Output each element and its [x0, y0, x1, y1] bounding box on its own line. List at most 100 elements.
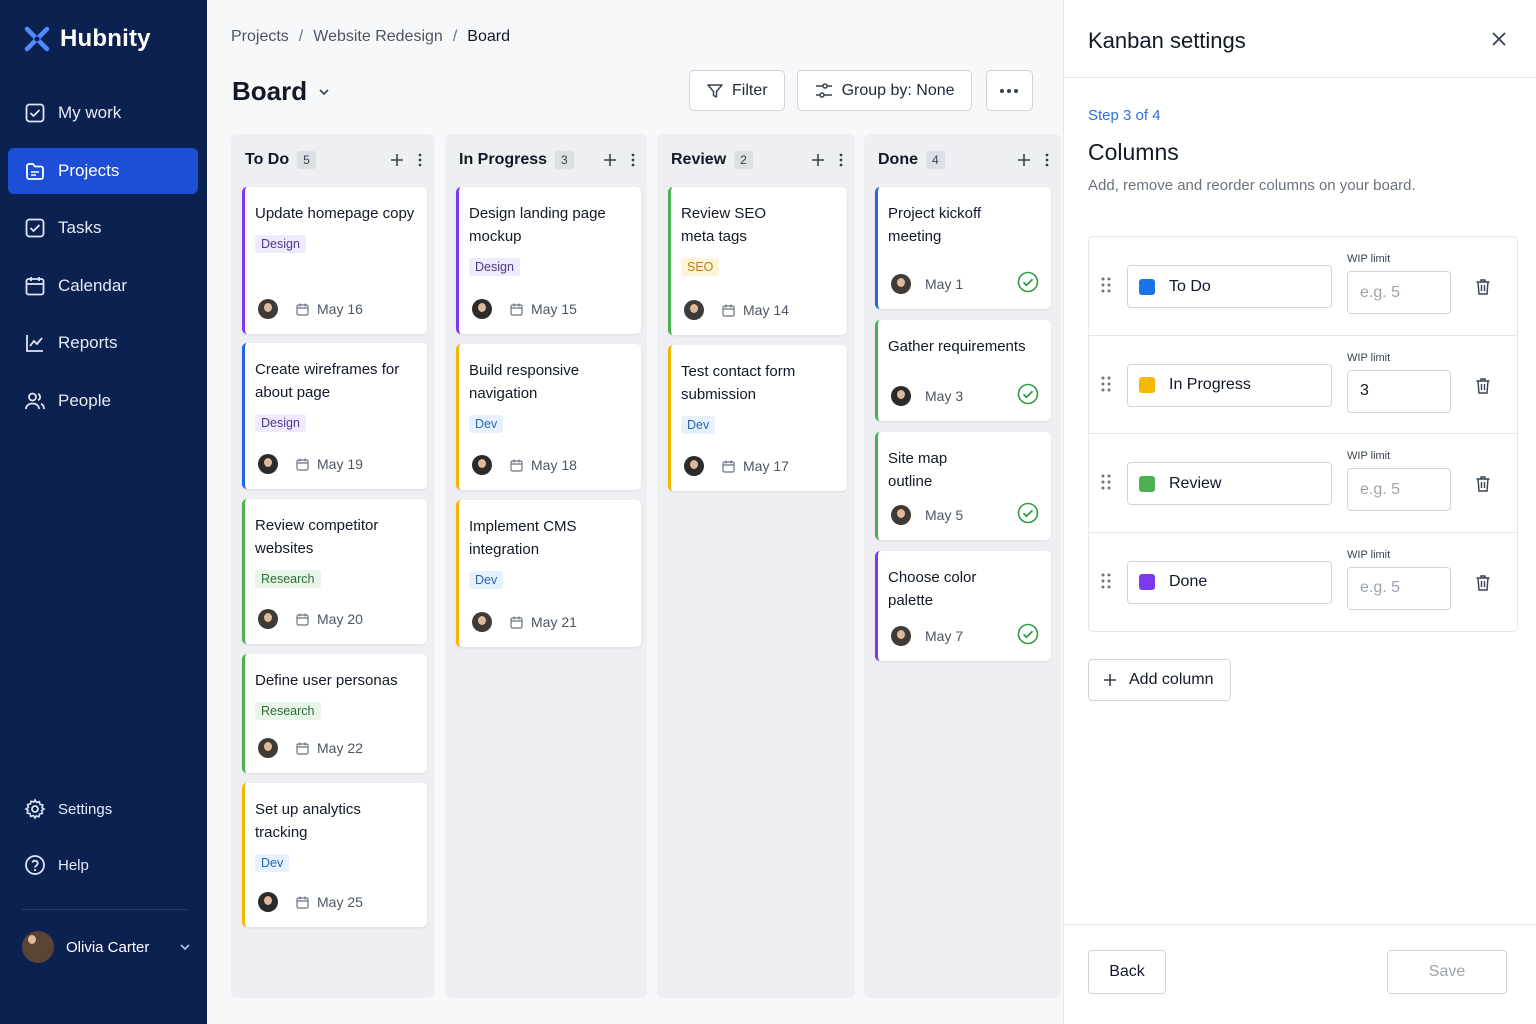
task-card[interactable]: Design landing page mockup Design May 15	[456, 187, 641, 334]
sidebar-item-label: Reports	[58, 333, 118, 352]
wip-limit-label: WIP limit	[1347, 450, 1391, 462]
chart-line-icon	[26, 335, 43, 352]
card-due-date: May 15	[531, 301, 577, 317]
plus-icon[interactable]	[811, 153, 825, 167]
trash-icon[interactable]	[1475, 278, 1491, 295]
filter-label: Filter	[732, 81, 768, 99]
drag-handle-icon[interactable]	[1101, 376, 1111, 392]
card-meta: May 16	[258, 299, 363, 319]
brand[interactable]: Hubnity	[22, 24, 151, 54]
page-title: Board	[232, 76, 308, 106]
column-color-swatch[interactable]	[1139, 574, 1155, 590]
sidebar-item-help[interactable]: Help	[8, 842, 198, 888]
column-color-swatch[interactable]	[1139, 377, 1155, 393]
card-due-date: May 21	[531, 614, 577, 630]
task-card[interactable]: Test contact form submission Dev May 17	[668, 345, 847, 491]
task-card[interactable]: Choose color palette May 7	[875, 551, 1051, 661]
sidebar-item-tasks[interactable]: Tasks	[8, 205, 198, 251]
plus-icon[interactable]	[1017, 153, 1031, 167]
more-vertical-icon[interactable]	[631, 153, 635, 167]
task-card[interactable]: Set up analytics tracking Dev May 25	[242, 783, 427, 927]
wip-limit-input[interactable]	[1347, 468, 1451, 511]
plus-icon[interactable]	[603, 153, 617, 167]
board-column-todo: To Do 5 Update homepage copy Design May …	[231, 134, 434, 998]
more-horizontal-icon	[1000, 88, 1019, 93]
assignee-avatar	[258, 609, 278, 629]
more-vertical-icon[interactable]	[418, 153, 422, 167]
sidebar-item-settings[interactable]: Settings	[8, 786, 198, 832]
wip-limit-input[interactable]	[1347, 566, 1451, 610]
task-card[interactable]: Site map outline May 5	[875, 432, 1051, 540]
task-card[interactable]: Create wireframes for about page Design …	[242, 343, 427, 489]
back-button[interactable]: Back	[1088, 950, 1166, 994]
card-due-date: May 14	[743, 302, 789, 318]
drag-handle-icon[interactable]	[1101, 474, 1111, 490]
card-meta: May 17	[684, 456, 789, 476]
calendar-icon	[296, 458, 309, 471]
column-name-field[interactable]: In Progress	[1127, 363, 1332, 407]
wip-limit-input[interactable]	[1347, 369, 1451, 413]
card-title: Choose color palette	[888, 569, 977, 609]
column-name-field[interactable]: Review	[1127, 462, 1332, 505]
column-header: In Progress 3	[445, 134, 647, 186]
plus-icon[interactable]	[390, 153, 404, 167]
column-color-swatch[interactable]	[1139, 475, 1155, 492]
column-title: Done	[878, 151, 918, 168]
sidebar-item-people[interactable]: People	[8, 378, 198, 424]
check-circle-icon	[1017, 502, 1039, 524]
task-card[interactable]: Review SEO meta tags SEO May 14	[668, 187, 847, 335]
task-card[interactable]: Review competitor websites Research May …	[242, 499, 427, 644]
card-title: Design landing page mockup	[469, 205, 606, 245]
sidebar-item-label: Settings	[58, 800, 113, 818]
card-meta: May 19	[258, 454, 363, 474]
sidebar-item-calendar[interactable]: Calendar	[8, 263, 198, 309]
sidebar-item-label: Projects	[58, 160, 120, 180]
trash-icon[interactable]	[1475, 475, 1491, 492]
task-card[interactable]: Implement CMS integration Dev May 21	[456, 500, 641, 647]
sidebar-item-my-work[interactable]: My work	[8, 90, 198, 136]
more-vertical-icon[interactable]	[1045, 153, 1049, 167]
add-column-button[interactable]: Add column	[1088, 659, 1231, 701]
card-title: Set up analytics tracking	[255, 801, 361, 841]
task-card[interactable]: Build responsive navigation Dev May 18	[456, 344, 641, 490]
sidebar: Hubnity My work Projects Tasks Calendar …	[0, 0, 207, 1024]
check-circle-icon	[1017, 383, 1039, 405]
card-tag: Dev	[255, 854, 290, 872]
card-meta: May 14	[684, 300, 789, 320]
calendar-icon	[722, 304, 735, 317]
user-menu[interactable]: Olivia Carter	[22, 931, 192, 963]
assignee-avatar	[891, 274, 911, 294]
drag-handle-icon[interactable]	[1101, 277, 1111, 293]
wip-limit-input[interactable]	[1347, 271, 1451, 314]
assignee-avatar	[258, 892, 278, 912]
column-name-field[interactable]: To Do	[1127, 265, 1332, 308]
sidebar-item-reports[interactable]: Reports	[8, 320, 198, 366]
close-icon[interactable]	[1490, 30, 1508, 48]
card-meta: May 1	[891, 274, 963, 294]
trash-icon[interactable]	[1475, 574, 1491, 591]
column-color-swatch[interactable]	[1139, 278, 1155, 295]
task-card[interactable]: Project kickoff meeting May 1	[875, 187, 1051, 309]
trash-icon[interactable]	[1475, 377, 1491, 394]
breadcrumb-website-redesign[interactable]: Website Redesign	[313, 28, 443, 45]
task-card[interactable]: Define user personas Research May 22	[242, 654, 427, 773]
breadcrumb-projects[interactable]: Projects	[231, 28, 289, 45]
board-title-menu[interactable]: Board	[232, 76, 331, 107]
filter-button[interactable]: Filter	[689, 70, 785, 111]
column-count-badge: 2	[734, 151, 753, 169]
save-button[interactable]: Save	[1387, 950, 1507, 994]
column-name-field[interactable]: Done	[1127, 560, 1332, 604]
assignee-avatar	[258, 738, 278, 758]
drag-handle-icon[interactable]	[1101, 573, 1111, 589]
task-card[interactable]: Gather requirements May 3	[875, 320, 1051, 421]
help-icon	[25, 855, 45, 875]
sidebar-item-label: Calendar	[58, 275, 127, 295]
group-by-button[interactable]: Group by: None	[796, 70, 972, 111]
card-title: Build responsive navigation	[469, 362, 580, 402]
task-card[interactable]: Update homepage copy Design May 16	[242, 187, 427, 334]
column-title: Review	[671, 151, 727, 168]
more-options-button[interactable]	[985, 70, 1033, 111]
sidebar-item-projects[interactable]: Projects	[8, 147, 198, 194]
more-vertical-icon[interactable]	[839, 153, 843, 167]
card-due-date: May 1	[925, 276, 964, 292]
